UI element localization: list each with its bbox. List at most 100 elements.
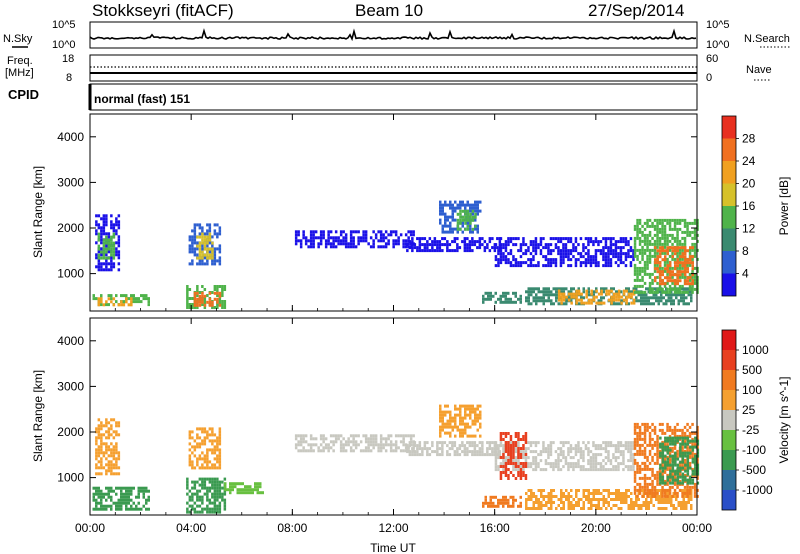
echo-cell: [115, 433, 118, 437]
echo-cell: [572, 447, 575, 451]
echo-cell: [110, 507, 113, 511]
echo-cell: [367, 440, 370, 444]
echo-cell: [196, 294, 199, 297]
echo-cell: [464, 209, 467, 213]
echo-cell: [686, 454, 690, 458]
echo-cell: [665, 498, 668, 501]
echo-cell: [498, 450, 502, 454]
echo-cell: [641, 251, 644, 255]
echo-cell: [256, 491, 259, 495]
echo-cell: [635, 498, 638, 501]
echo-cell: [572, 456, 575, 460]
echo-cell: [97, 250, 101, 254]
echo-cell: [456, 230, 459, 234]
echo-cell: [681, 491, 684, 495]
echo-cell: [567, 462, 570, 466]
echo-cell: [312, 233, 315, 237]
echo-cell: [647, 504, 650, 507]
echo-cell: [627, 302, 630, 306]
echo-cell: [656, 443, 659, 447]
echo-cell: [127, 495, 130, 499]
echo-cell: [196, 256, 199, 260]
echo-cell: [674, 457, 677, 461]
echo-cell: [564, 243, 568, 247]
echo-cell: [211, 483, 214, 487]
echo-cell: [537, 246, 540, 250]
echo-cell: [112, 265, 116, 269]
echo-cell: [683, 467, 687, 471]
echo-cell: [218, 489, 222, 493]
echo-cell: [651, 479, 654, 483]
echo-cell: [597, 444, 600, 448]
echo-cell: [406, 249, 409, 253]
cpid-label: CPID: [8, 87, 39, 102]
echo-cell: [211, 507, 214, 511]
echo-cell: [522, 462, 525, 465]
echo-cell: [198, 241, 202, 245]
echo-cell: [557, 287, 560, 291]
echo-cell: [97, 448, 101, 452]
echo-cell: [681, 264, 684, 268]
echo-cell: [459, 434, 462, 438]
echo-cell: [579, 237, 583, 241]
echo-cell: [669, 261, 672, 265]
echo-cell: [562, 302, 565, 306]
echo-cell: [602, 468, 605, 472]
echo-cell: [302, 230, 305, 234]
colorbar-swatch: [722, 138, 736, 161]
echo-cell: [569, 252, 573, 256]
echo-cell: [208, 229, 212, 233]
echo-cell: [575, 495, 578, 498]
echo-cell: [633, 488, 637, 492]
echo-cell: [524, 465, 528, 468]
echo-cell: [676, 428, 679, 432]
echo-cell: [507, 300, 510, 304]
echo-cell: [387, 239, 390, 243]
echo-cell: [117, 256, 121, 260]
echo-cell: [636, 440, 639, 444]
echo-cell: [441, 428, 444, 432]
echo-cell: [97, 268, 101, 272]
echo-cell: [686, 439, 690, 443]
echo-cell: [638, 227, 642, 231]
echo-cell: [645, 498, 648, 501]
echo-cell: [302, 236, 305, 240]
echo-cell: [314, 236, 318, 240]
echo-cell: [544, 447, 548, 451]
echo-cell: [575, 504, 578, 507]
echo-cell: [100, 294, 103, 298]
echo-cell: [218, 504, 222, 508]
echo-cell: [549, 249, 553, 253]
freq-unit-label: [MHz]: [5, 67, 34, 79]
echo-cell: [567, 501, 570, 504]
echo-cell: [689, 445, 692, 449]
echo-cell: [629, 261, 633, 265]
echo-cell: [666, 455, 669, 459]
echo-cell: [223, 306, 227, 309]
echo-cell: [678, 248, 682, 252]
echo-cell: [679, 460, 682, 464]
echo-cell: [469, 434, 472, 438]
echo-cell: [329, 230, 333, 234]
echo-cell: [555, 495, 558, 498]
echo-cell: [211, 244, 214, 248]
echo-cell: [638, 452, 642, 456]
echo-cell: [676, 242, 679, 246]
echo-cell: [302, 233, 305, 237]
echo-cell: [218, 297, 222, 300]
echo-cell: [633, 239, 637, 243]
echo-cell: [657, 495, 660, 498]
echo-cell: [574, 258, 578, 262]
echo-cell: [684, 258, 687, 262]
echo-cell: [582, 243, 585, 247]
echo-cell: [652, 296, 655, 300]
echo-cell: [646, 260, 649, 264]
echo-cell: [638, 284, 642, 288]
echo-cell: [307, 239, 310, 243]
echo-cell: [459, 218, 462, 222]
echo-cell: [446, 249, 449, 253]
echo-cell: [688, 431, 692, 435]
echo-cell: [656, 267, 659, 271]
echo-cell: [453, 453, 457, 457]
echo-cell: [186, 507, 189, 511]
